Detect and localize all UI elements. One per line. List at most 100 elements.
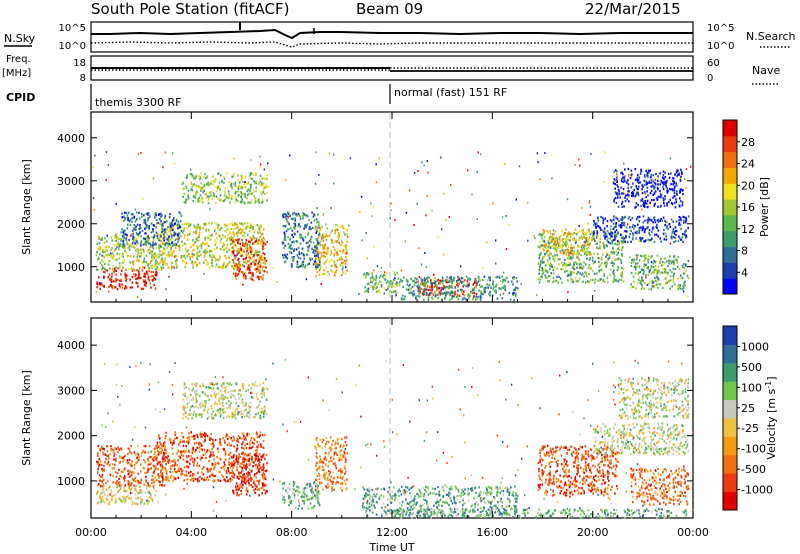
scatter-cell (602, 222, 604, 225)
scatter-cell (167, 477, 169, 480)
scatter-cell (214, 239, 216, 242)
scatter-cell (242, 234, 244, 237)
scatter-cell (198, 185, 200, 188)
scatter-cell (125, 251, 127, 254)
scatter-cell (144, 220, 147, 223)
scatter-cell (152, 484, 155, 487)
scatter-cell (317, 213, 319, 216)
scatter-cell (252, 226, 255, 229)
scatter-cell (627, 223, 629, 226)
scatter-cell (298, 265, 301, 268)
scatter-cell (115, 258, 117, 261)
scatter-cell (561, 281, 563, 284)
scatter-cell (622, 236, 624, 239)
scatter-cell (98, 479, 101, 482)
scatter-cell (223, 243, 225, 247)
scatter-cell (229, 231, 231, 234)
scatter-cell (599, 237, 602, 240)
scatter-cell (246, 196, 248, 199)
scatter-cell (242, 436, 245, 439)
scatter-cell (202, 250, 205, 254)
scatter-cell (345, 246, 347, 249)
scatter-cell (641, 268, 643, 271)
scatter-cell (647, 258, 650, 261)
scatter-cell (660, 257, 662, 261)
scatter-cell (165, 242, 167, 245)
scatter-cell (463, 290, 465, 293)
scatter-cell (568, 232, 571, 235)
scatter-cell (541, 275, 543, 278)
scatter-cell (158, 268, 160, 271)
scatter-cell (628, 190, 630, 193)
scatter-cell (640, 168, 642, 171)
scatter-cell (194, 241, 197, 243)
scatter-cell (645, 180, 648, 183)
scatter-cell (110, 252, 112, 255)
scatter-cell (604, 217, 607, 220)
scatter-cell (544, 264, 547, 267)
scatter-cell (132, 263, 135, 266)
scatter-cell (581, 229, 583, 232)
scatter-cell (384, 274, 387, 277)
scatter-cell (122, 261, 125, 264)
scatter-cell (151, 267, 153, 270)
scatter-cell (549, 268, 551, 271)
scatter-cell (239, 228, 242, 231)
scatter-cell (260, 275, 262, 278)
scatter-cell (647, 220, 649, 223)
scatter-cell (266, 240, 268, 243)
scatter-cell (623, 162, 625, 165)
colorbar-tick-label: 20 (741, 179, 755, 192)
scatter-cell (566, 234, 569, 237)
scatter-cell (171, 447, 174, 450)
scatter-cell (205, 193, 208, 196)
scatter-cell (249, 183, 251, 186)
scatter-cell (620, 278, 623, 281)
scatter-cell (260, 191, 262, 194)
scatter-cell (621, 221, 624, 224)
scatter-cell (637, 187, 639, 191)
scatter-cell (609, 219, 612, 222)
scatter-cell (193, 242, 196, 245)
scatter-cell (172, 227, 174, 230)
scatter-cell (138, 277, 140, 280)
scatter-cell (210, 182, 212, 185)
scatter-cell (143, 272, 146, 275)
scatter-cell (489, 279, 491, 282)
scatter-cell (137, 249, 140, 252)
scatter-cell (259, 228, 261, 231)
scatter-cell (433, 279, 436, 282)
scatter-cell (241, 223, 244, 226)
scatter-cell (417, 280, 419, 283)
scatter-cell (172, 218, 175, 221)
scatter-cell (191, 254, 194, 257)
scatter-cell (137, 276, 139, 280)
scatter-cell (687, 295, 689, 298)
scatter-cell (173, 470, 176, 473)
scatter-cell (239, 185, 242, 188)
scatter-cell (494, 289, 497, 292)
scatter-cell (678, 235, 680, 238)
scatter-cell (392, 278, 395, 281)
scatter-cell (247, 233, 249, 236)
scatter-cell (126, 227, 129, 230)
scatter-cell (631, 192, 633, 195)
scatter-cell (135, 225, 137, 228)
scatter-cell (165, 479, 168, 482)
scatter-cell (644, 257, 646, 260)
scatter-cell (641, 255, 643, 258)
scatter-cell (631, 285, 634, 289)
scatter-cell (600, 228, 602, 231)
scatter-cell (161, 253, 163, 257)
scatter-cell (304, 264, 307, 267)
scatter-cell (183, 440, 185, 443)
scatter-cell (224, 193, 226, 196)
scatter-cell (237, 251, 240, 254)
scatter-cell (572, 265, 575, 268)
scatter-cell (159, 484, 161, 487)
scatter-cell (611, 235, 613, 238)
scatter-cell (592, 262, 595, 265)
scatter-cell (164, 467, 167, 470)
scatter-cell (105, 482, 107, 485)
scatter-cell (493, 289, 496, 293)
